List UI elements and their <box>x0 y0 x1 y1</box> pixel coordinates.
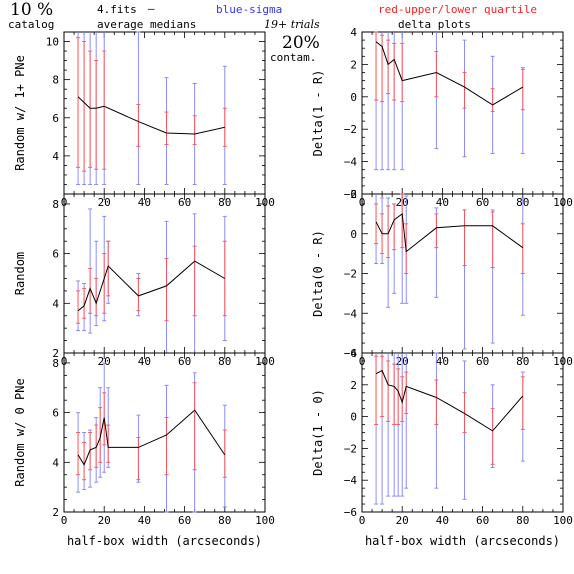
y-tick-label: −4 <box>344 156 358 169</box>
x-tick-label: 40 <box>138 355 151 368</box>
y-tick-label: 4 <box>350 26 357 39</box>
y-tick-label: 4 <box>52 150 59 163</box>
x-tick-label: 0 <box>61 514 68 527</box>
y-tick-label: 2 <box>350 379 357 392</box>
median-line <box>375 212 524 253</box>
dash-label: – <box>148 2 155 15</box>
y-tick-label: 10 <box>46 36 59 49</box>
y-tick-label: −6 <box>344 506 357 519</box>
y-tick-label: −2 <box>344 123 357 136</box>
y-tick-label: 0 <box>350 91 357 104</box>
y-tick-label: 4 <box>52 456 59 469</box>
y-tick-label: 2 <box>350 58 357 71</box>
y-axis-label: Delta(1 - 0) <box>311 389 325 476</box>
catalog-label: catalog <box>8 18 55 31</box>
x-tick-label: 80 <box>516 355 529 368</box>
y-tick-label: 6 <box>52 407 59 420</box>
y-tick-label: 2 <box>52 347 59 360</box>
y-tick-label: −4 <box>344 474 358 487</box>
x-tick-label: 60 <box>476 514 489 527</box>
y-tick-label: 0 <box>350 411 357 424</box>
percent-label: 10 % <box>10 0 54 20</box>
y-tick-label: −6 <box>344 347 357 360</box>
y-tick-label: 6 <box>52 112 59 125</box>
x-tick-label: 20 <box>98 196 111 209</box>
y-tick-label: 2 <box>350 188 357 201</box>
y-axis-label: Random w/ 1+ PNe <box>13 55 27 171</box>
panel-frame <box>63 31 266 195</box>
y-axis-label: Delta(1 - R) <box>311 70 325 157</box>
blue-legend-label: blue-sigma <box>216 3 283 16</box>
panel-frame <box>361 31 564 195</box>
x-tick-label: 60 <box>476 355 489 368</box>
red-legend-label: red-upper/lower quartile <box>378 3 537 16</box>
x-tick-label: 20 <box>396 514 409 527</box>
y-tick-label: −2 <box>344 268 357 281</box>
median-line <box>375 41 524 106</box>
y-tick-label: 2 <box>52 506 59 519</box>
x-tick-label: 80 <box>218 355 231 368</box>
y-tick-label: 8 <box>52 74 59 87</box>
trials-label: 19+ trials <box>264 18 320 31</box>
panel-frame <box>361 193 564 354</box>
x-tick-label: 60 <box>476 196 489 209</box>
median-line <box>375 369 524 432</box>
x-tick-label: 80 <box>218 196 231 209</box>
x-tick-label: 60 <box>178 355 191 368</box>
contam-label: contam. <box>270 51 317 64</box>
x-tick-label: 60 <box>178 196 191 209</box>
median-line <box>77 96 225 135</box>
x-tick-label: 40 <box>436 196 449 209</box>
y-tick-label: −6 <box>344 188 357 201</box>
average-medians-label: average medians <box>97 18 197 31</box>
x-tick-label: 80 <box>218 514 231 527</box>
x-tick-label: 20 <box>98 514 111 527</box>
y-axis-label: Delta(0 - R) <box>311 230 325 317</box>
delta-plots-label: delta plots <box>398 18 471 31</box>
x-tick-label: 20 <box>98 355 111 368</box>
x-tick-label: 40 <box>138 514 151 527</box>
panel-frame <box>63 352 266 513</box>
y-tick-label: −4 <box>344 307 358 320</box>
y-axis-label: Random w/ 0 PNe <box>13 378 27 486</box>
x-tick-label: 40 <box>436 514 449 527</box>
y-tick-label: 4 <box>350 347 357 360</box>
y-tick-label: −2 <box>344 442 357 455</box>
x-tick-label: 40 <box>436 355 449 368</box>
y-tick-label: 4 <box>52 297 59 310</box>
x-tick-label: 60 <box>178 514 191 527</box>
y-tick-label: 6 <box>52 248 59 261</box>
y-tick-label: 8 <box>52 357 59 370</box>
y-axis-label: Random <box>13 252 27 295</box>
median-line <box>77 409 226 466</box>
x-axis-label: half-box width (arcseconds) <box>365 534 560 548</box>
x-tick-label: 80 <box>516 514 529 527</box>
panel-frame <box>361 352 564 513</box>
x-axis-label: half-box width (arcseconds) <box>67 534 262 548</box>
y-tick-label: 0 <box>350 228 357 241</box>
median-line <box>77 260 226 312</box>
x-tick-label: 100 <box>553 514 573 527</box>
y-tick-label: 8 <box>52 198 59 211</box>
fits-label: 4.fits <box>97 3 137 16</box>
x-tick-label: 0 <box>359 514 366 527</box>
x-tick-label: 40 <box>138 196 151 209</box>
contam-pct-label: 20% <box>282 33 320 53</box>
x-tick-label: 100 <box>255 514 275 527</box>
panel-frame <box>63 193 266 354</box>
